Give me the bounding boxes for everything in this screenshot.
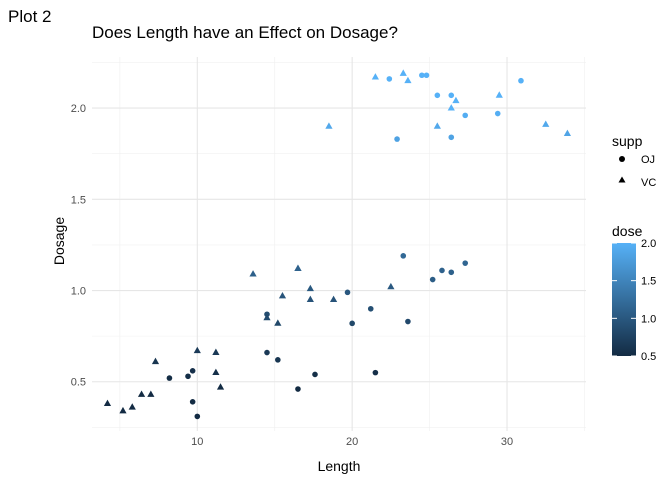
point-oj xyxy=(394,136,400,142)
point-vc xyxy=(128,403,136,410)
x-axis-ticks: 10 20 30 xyxy=(191,436,513,448)
y-tick-label: 0.5 xyxy=(71,377,86,389)
gridlines xyxy=(92,57,586,431)
point-vc xyxy=(212,368,220,376)
point-oj xyxy=(344,289,351,296)
point-oj xyxy=(372,369,379,376)
colorbar-tick-label: 1.5 xyxy=(641,276,656,288)
y-tick-label: 1.0 xyxy=(71,286,86,298)
point-oj xyxy=(434,92,441,99)
point-oj xyxy=(400,253,407,259)
point-oj xyxy=(448,134,455,141)
plot-tag: Plot 2 xyxy=(8,7,51,26)
point-oj xyxy=(405,318,411,325)
x-tick-label: 10 xyxy=(191,436,203,448)
point-vc xyxy=(542,120,550,127)
legend-label-vc: VC xyxy=(641,177,656,189)
colorbar-tick-label: 0.5 xyxy=(641,351,656,363)
point-oj xyxy=(386,76,393,82)
legend-circle-icon xyxy=(619,156,625,162)
y-tick-label: 2.0 xyxy=(71,103,86,115)
point-oj xyxy=(462,112,469,119)
legend-label-oj: OJ xyxy=(641,154,655,166)
legend-triangle-icon xyxy=(618,176,626,183)
point-oj xyxy=(189,367,196,374)
plot-area: 10 20 30 0.5 1.0 1.5 2.0 xyxy=(71,57,586,448)
data-points xyxy=(103,69,572,420)
point-vc xyxy=(147,390,155,397)
point-vc xyxy=(137,390,146,397)
legend-dose: dose 0.5 1.0 1.5 2.0 xyxy=(612,223,656,363)
point-oj xyxy=(264,349,270,356)
point-oj xyxy=(275,357,281,363)
point-oj xyxy=(448,269,455,276)
legend-supp-title: supp xyxy=(612,133,643,149)
point-vc xyxy=(294,264,302,272)
point-oj xyxy=(423,72,430,79)
point-oj xyxy=(439,267,445,274)
point-vc xyxy=(325,122,333,129)
point-vc xyxy=(371,73,379,80)
point-oj xyxy=(194,413,201,420)
point-vc xyxy=(103,399,112,407)
point-vc xyxy=(399,69,407,76)
point-oj xyxy=(295,386,301,392)
point-vc xyxy=(306,284,314,292)
point-oj xyxy=(349,320,355,327)
point-oj xyxy=(312,371,318,378)
x-tick-label: 30 xyxy=(501,436,513,448)
point-vc xyxy=(249,270,257,277)
point-vc xyxy=(404,76,412,84)
point-oj xyxy=(429,276,436,283)
point-oj xyxy=(189,399,196,405)
point-oj xyxy=(367,305,374,312)
point-vc xyxy=(119,406,127,414)
point-vc xyxy=(447,104,455,111)
point-vc xyxy=(495,91,503,98)
point-oj xyxy=(518,77,524,84)
point-oj xyxy=(166,375,173,381)
point-vc xyxy=(306,295,314,303)
x-axis-title: Length xyxy=(318,458,361,474)
point-vc xyxy=(263,313,271,321)
colorbar-tick-label: 1.0 xyxy=(641,313,656,325)
point-vc xyxy=(329,295,338,303)
point-vc xyxy=(433,122,441,129)
point-vc xyxy=(274,319,282,326)
legend-dose-title: dose xyxy=(612,223,643,239)
y-axis-ticks: 0.5 1.0 1.5 2.0 xyxy=(71,103,86,389)
point-vc xyxy=(151,357,160,365)
point-vc xyxy=(193,346,201,354)
point-oj xyxy=(448,92,455,99)
legend-supp: supp OJ VC xyxy=(612,133,656,189)
y-axis-title: Dosage xyxy=(51,217,67,265)
x-tick-label: 20 xyxy=(346,436,358,448)
point-vc xyxy=(278,291,287,299)
point-vc xyxy=(563,129,572,137)
colorbar-ticks: 0.5 1.0 1.5 2.0 xyxy=(612,238,656,363)
point-oj xyxy=(462,260,469,266)
point-vc xyxy=(387,282,395,290)
dose-colorbar xyxy=(612,243,636,356)
colorbar-tick-label: 2.0 xyxy=(641,238,656,250)
y-tick-label: 1.5 xyxy=(71,194,86,206)
point-vc xyxy=(212,348,220,355)
chart-title: Does Length have an Effect on Dosage? xyxy=(92,23,398,42)
point-oj xyxy=(185,373,191,380)
point-oj xyxy=(419,72,425,79)
point-vc xyxy=(452,96,460,104)
point-vc xyxy=(216,383,225,390)
point-oj xyxy=(494,110,501,117)
